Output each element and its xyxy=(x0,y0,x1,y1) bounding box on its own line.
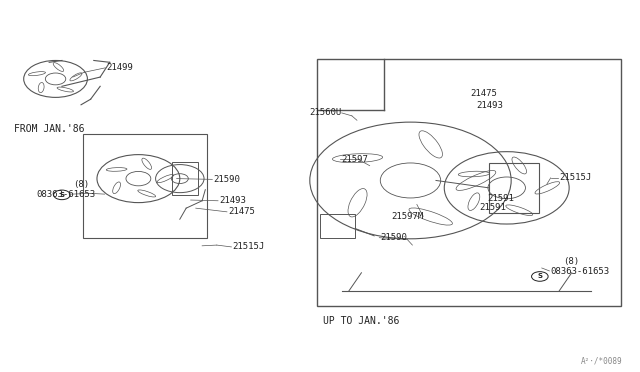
Text: 21493: 21493 xyxy=(477,101,504,110)
Text: 21515J: 21515J xyxy=(233,243,265,251)
Text: 21515J: 21515J xyxy=(559,173,592,182)
Text: (8): (8) xyxy=(74,180,90,189)
Text: 21591: 21591 xyxy=(487,195,514,203)
Text: 21597: 21597 xyxy=(342,155,369,164)
Text: (8): (8) xyxy=(563,257,580,266)
Bar xyxy=(317,59,621,306)
Bar xyxy=(83,134,207,238)
Text: 21597M: 21597M xyxy=(392,212,424,221)
Text: 21590: 21590 xyxy=(381,233,408,242)
Text: 21499: 21499 xyxy=(106,63,133,72)
Text: 08363-61653: 08363-61653 xyxy=(36,190,95,199)
Bar xyxy=(172,162,198,195)
Text: FROM JAN.'86: FROM JAN.'86 xyxy=(14,124,84,134)
Bar xyxy=(320,214,355,238)
Text: S: S xyxy=(538,273,542,279)
Text: UP TO JAN.'86: UP TO JAN.'86 xyxy=(323,316,399,326)
Text: 21560U: 21560U xyxy=(310,108,342,118)
Text: 21591: 21591 xyxy=(479,202,506,212)
Text: 21493: 21493 xyxy=(220,196,246,205)
Text: 08363-61653: 08363-61653 xyxy=(550,267,610,276)
Bar xyxy=(489,163,539,213)
Text: S: S xyxy=(60,192,65,198)
Text: 21590: 21590 xyxy=(214,175,241,184)
Text: A²·/*0089: A²·/*0089 xyxy=(581,356,623,365)
Text: 21475: 21475 xyxy=(470,89,497,98)
Text: 21475: 21475 xyxy=(228,207,255,217)
